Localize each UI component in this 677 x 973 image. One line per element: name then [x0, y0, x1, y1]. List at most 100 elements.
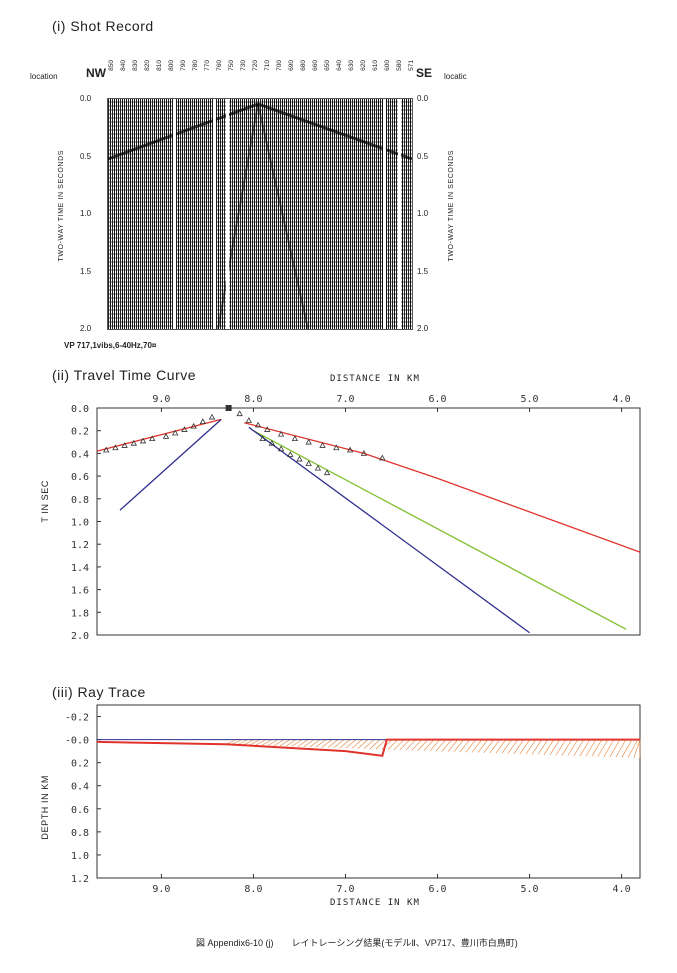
- rt-hatch-line: [555, 739, 567, 756]
- time-tick-label: 0.0: [80, 94, 92, 103]
- rt-hatch-line: [429, 739, 441, 752]
- tt-observed-pick: [264, 426, 271, 432]
- rt-y-tick-label: 0.2: [71, 759, 89, 770]
- tt-plot-frame: [96, 407, 641, 636]
- tt-observed-pick: [245, 417, 253, 423]
- rt-hatch-line: [489, 739, 501, 754]
- rt-x-tick-label: 5.0: [521, 884, 539, 895]
- rt-x-tick-label: 7.0: [336, 884, 354, 895]
- rt-y-tick-label: -0.0: [65, 736, 89, 747]
- station-label: 750: [228, 60, 235, 71]
- rt-hatch-line: [573, 739, 585, 756]
- tt-observed-pick: [323, 469, 331, 476]
- rt-hatch-line: [453, 739, 465, 753]
- time-tick-label: 1.0: [417, 209, 429, 218]
- rt-hatch-line: [525, 739, 537, 755]
- rt-y-tick-label: 0.6: [71, 805, 89, 816]
- tt-y-tick-label: 1.0: [71, 518, 89, 529]
- time-tick-label: 0.5: [80, 151, 92, 161]
- station-label: 730: [240, 60, 247, 71]
- rt-hatch-line: [501, 739, 513, 754]
- station-label: 630: [348, 60, 355, 71]
- rt-hatch-line: [633, 739, 641, 758]
- rt-hatch-line: [339, 739, 351, 749]
- tt-observed-pick: [296, 455, 303, 462]
- station-label: 820: [144, 60, 151, 71]
- rt-hatch-line: [351, 739, 363, 749]
- station-label: 710: [264, 60, 271, 71]
- station-label: 800: [168, 60, 175, 71]
- rt-y-tick-label: 1.2: [71, 874, 89, 885]
- station-label: 850: [108, 60, 115, 71]
- rt-hatch-line: [345, 739, 357, 749]
- rt-hatch-line: [597, 739, 609, 757]
- station-label: 580: [396, 60, 403, 71]
- tt-y-tick-label: 2.0: [71, 631, 89, 642]
- tt-x-tick-label: 6.0: [428, 394, 446, 405]
- station-labels: 850 840 830 820 810 800 790 780 770 760 750 730 720 7…: [108, 60, 415, 96]
- rt-hatch-line: [273, 739, 285, 747]
- tt-observed-pick: [314, 464, 322, 471]
- tt-observed-pick: [319, 442, 326, 448]
- direction-nw: NW: [86, 66, 106, 80]
- ray-trace-title: (iii) Ray Trace: [52, 684, 146, 700]
- station-label: 780: [192, 60, 199, 71]
- time-axis-label-left: TWO-WAY TIME IN SECONDS: [58, 150, 65, 262]
- location-label-left: location: [30, 72, 58, 81]
- rt-hatch-line: [297, 739, 309, 747]
- rt-hatch-line: [495, 739, 507, 754]
- tt-y-tick-label: 1.2: [71, 540, 89, 551]
- source-note: VP 717,1vibs,6-40Hz,70¤: [64, 341, 157, 350]
- rt-hatch-line: [267, 739, 279, 746]
- rt-hatch-line: [531, 739, 543, 755]
- travel-time-title: (ii) Travel Time Curve: [52, 367, 197, 383]
- station-label: 660: [312, 60, 319, 71]
- tt-series-line-blue: [248, 426, 530, 634]
- tt-observed-pick: [291, 435, 299, 442]
- tt-y-tick-label: 1.4: [71, 563, 89, 574]
- rt-hatch-line: [513, 739, 525, 755]
- rt-hatch-line: [333, 739, 345, 749]
- tt-x-axis-title: DISTANCE IN KM: [330, 374, 420, 384]
- rt-hatch-line: [579, 739, 591, 757]
- rt-hatch-line: [411, 739, 423, 751]
- time-tick-label: 2.0: [417, 324, 429, 333]
- rt-hatch-line: [603, 739, 615, 757]
- rt-hatch-line: [363, 739, 375, 750]
- rt-hatch-line: [381, 739, 393, 750]
- rt-hatch-line: [543, 739, 555, 756]
- tt-series-line-red: [96, 418, 222, 452]
- tt-observed-pick: [277, 430, 285, 437]
- tt-x-tick-label: 7.0: [336, 394, 354, 405]
- rt-hatch-line: [393, 739, 405, 751]
- station-label: 790: [180, 60, 187, 71]
- rt-x-tick-label: 9.0: [152, 884, 170, 895]
- time-axis-label-right: TWO-WAY TIME IN SECONDS: [448, 150, 455, 262]
- tt-y-tick-label: 0.4: [71, 449, 89, 460]
- tt-observed-pick: [287, 451, 294, 457]
- tt-y-tick-label: 1.8: [71, 608, 89, 619]
- rt-hatch-line: [537, 739, 549, 755]
- station-label: 700: [276, 60, 283, 71]
- tt-observed-pick: [103, 446, 110, 453]
- tt-observed-pick: [139, 437, 147, 444]
- tt-observed-pick: [268, 439, 276, 446]
- station-label: 680: [300, 60, 307, 71]
- tt-observed-pick: [333, 444, 340, 451]
- rt-hatch-line: [255, 739, 266, 746]
- tt-observed-pick: [305, 460, 312, 467]
- rt-hatch-line: [285, 739, 297, 747]
- station-label: 720: [252, 60, 259, 71]
- tt-x-tick-label: 9.0: [152, 394, 170, 405]
- station-label: 770: [204, 60, 211, 71]
- tt-observed-pick: [305, 438, 312, 445]
- station-label: 840: [120, 60, 127, 71]
- tt-observed-pick: [254, 421, 262, 428]
- tt-series-line-red: [244, 422, 641, 553]
- rt-hatch-line: [621, 739, 633, 758]
- station-label: 640: [336, 60, 343, 71]
- rt-hatch-line: [291, 739, 303, 747]
- station-label: 650: [324, 60, 331, 71]
- ray-trace-chart: 9.0 8.0 7.0 6.0 5.0 4.0 -0.2 -0.0 0.2 0.4 0.6 0.8 1.…: [65, 704, 641, 895]
- shot-record-title: (i) Shot Record: [52, 18, 154, 34]
